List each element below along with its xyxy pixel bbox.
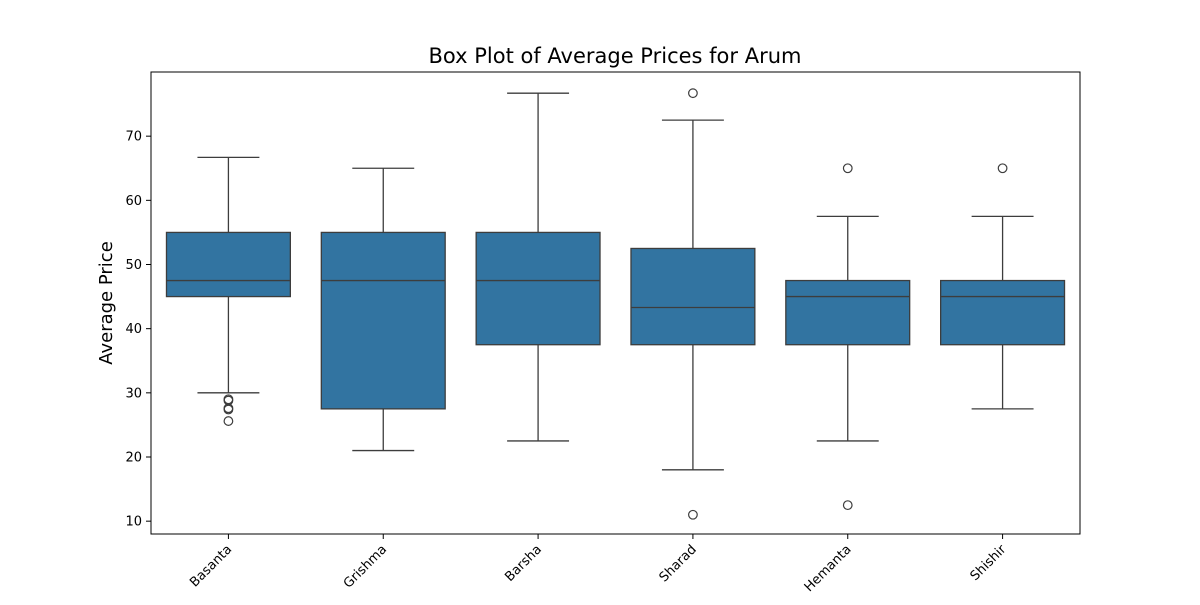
- y-tick-label: 10: [125, 515, 142, 530]
- box-shishir: [940, 279, 1066, 346]
- y-tick-label: 20: [125, 451, 142, 466]
- y-tick-label: 50: [125, 258, 142, 273]
- outlier-point: [688, 509, 698, 520]
- y-tick-label: 60: [125, 194, 142, 209]
- box-hemanta: [785, 279, 911, 346]
- box-sharad: [630, 247, 756, 346]
- y-tick-label: 30: [125, 386, 142, 401]
- x-tick-label: Grishma: [341, 542, 390, 591]
- box-barsha: [475, 231, 601, 346]
- y-tick-label: 70: [125, 130, 142, 145]
- outlier-point: [688, 88, 698, 99]
- chart-title: Box Plot of Average Prices for Arum: [429, 44, 802, 68]
- box-basanta: [165, 231, 292, 298]
- y-tick-label: 40: [125, 322, 142, 337]
- plot-frame: [150, 71, 1081, 535]
- plot-area: 10 20 30 40 50 60 70 Basanta Grishma Barsha Sharad…: [125, 88, 1066, 595]
- outlier-point: [842, 163, 853, 174]
- y-axis-label: Average Price: [96, 241, 117, 365]
- x-tick-label: Hemanta: [802, 542, 855, 595]
- outlier-point: [223, 404, 234, 415]
- outlier-point: [997, 163, 1008, 174]
- x-tick-label: Shishir: [968, 542, 1010, 584]
- x-tick-label: Sharad: [657, 542, 700, 585]
- outlier-point: [842, 500, 853, 511]
- box-grishma: [320, 231, 446, 410]
- outlier-point: [223, 416, 234, 426]
- x-tick-label: Basanta: [187, 542, 235, 590]
- x-tick-label: Barsha: [502, 542, 545, 585]
